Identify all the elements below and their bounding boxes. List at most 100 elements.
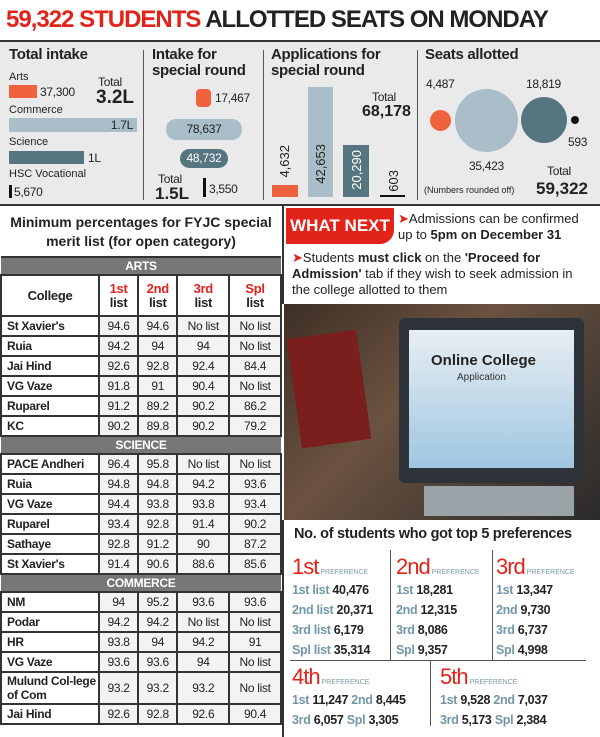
commerce-pill: 78,637 <box>166 119 242 140</box>
list-header: 1st list <box>97 274 140 317</box>
arts-value: 37,300 <box>40 85 75 99</box>
pref-line: 3rd 8,086 <box>396 623 448 637</box>
cell: 91.2 <box>137 533 179 555</box>
cell: 93.4 <box>97 513 140 535</box>
app-total-label: Total <box>372 90 396 104</box>
cell: 91.4 <box>176 513 231 535</box>
table-row: Sathaye 92.8 91.2 90 87.2 <box>0 533 282 555</box>
preference-label: PREFERENCE <box>321 679 370 686</box>
college-name: Mulund Col-lege of Com <box>0 671 100 705</box>
cell: No list <box>228 611 282 633</box>
science-value: 1L <box>88 151 101 165</box>
cell: 90 <box>176 533 231 555</box>
commerce-seats-value: 35,423 <box>469 159 504 173</box>
pref-line: 1st 13,347 <box>496 583 553 597</box>
screen-subtitle: Application <box>457 372 506 383</box>
seats-total-label: Total <box>547 164 571 178</box>
divider <box>290 660 586 661</box>
cell: 93.2 <box>137 671 179 705</box>
table-title: Minimum percentages for FYJC special mer… <box>10 214 272 249</box>
pref-line: 3rd 6,057 Spl 3,305 <box>292 713 399 727</box>
table-row: VG Vaze 91.8 91 90.4 No list <box>0 375 282 397</box>
cell: 95.2 <box>137 591 179 613</box>
preference-group: 2nd PREFERENCE 1st 18,281 2nd 12,315 3rd 8,0… <box>396 554 480 660</box>
college-name: VG Vaze <box>0 375 100 397</box>
preference-group: 4th PREFERENCE 1st 11,247 2nd 8,445 3rd 6,… <box>292 664 406 730</box>
table-row: Podar 94.2 94.2 No list No list <box>0 611 282 633</box>
pref-line: 1st list 40,476 <box>292 583 369 597</box>
cell: 84.4 <box>228 355 282 377</box>
commerce-seats-bubble <box>455 89 518 152</box>
preference-number: 5th <box>440 664 469 689</box>
pref-line: 2nd list 20,371 <box>292 603 373 617</box>
vocational-app-value: 603 <box>386 170 401 192</box>
cell: 91 <box>228 631 282 653</box>
science-app-value: 20,290 <box>349 150 364 190</box>
cell: No list <box>176 453 231 475</box>
cell: 95.8 <box>137 453 179 475</box>
section-header: COMMERCE <box>1 573 281 593</box>
table-row: St Xavier's 94.6 94.6 No list No list <box>0 315 282 337</box>
table-row: Ruparel 93.4 92.8 91.4 90.2 <box>0 513 282 535</box>
pref-line: 3rd list 6,179 <box>292 623 364 637</box>
pref-line: 1st 11,247 2nd 8,445 <box>292 693 406 707</box>
what-next-badge: WHAT NEXT <box>286 208 394 244</box>
divider <box>263 50 264 200</box>
cell: 94 <box>137 631 179 653</box>
arrow-icon: ➤ <box>292 250 303 265</box>
vocational-value: 5,670 <box>14 185 43 199</box>
cell: 91.4 <box>97 553 140 575</box>
cell: 94 <box>97 591 140 613</box>
table-row: NM 94 95.2 93.6 93.6 <box>0 591 282 613</box>
headline: 59,322 STUDENTS ALLOTTED SEATS ON MONDAY <box>6 6 549 33</box>
screen-title: Online College <box>431 352 537 369</box>
preference-number: 3rd <box>496 554 526 579</box>
laptop-screen: Online College Application <box>409 330 574 468</box>
college-name: Ruia <box>0 335 100 357</box>
commerce-app-value: 42,653 <box>313 144 328 184</box>
cell: 90.2 <box>228 513 282 535</box>
cell: 94.8 <box>97 473 140 495</box>
cell: 92.8 <box>137 703 179 725</box>
divider <box>492 550 493 660</box>
cell: 85.6 <box>228 553 282 575</box>
cell: 94 <box>137 335 179 357</box>
cell: 90.6 <box>137 553 179 575</box>
rounded-note: (Numbers rounded off) <box>424 185 515 195</box>
college-header: College <box>0 274 100 317</box>
divider <box>417 50 418 200</box>
table-row: Jai Hind 92.6 92.8 92.4 84.4 <box>0 355 282 377</box>
cell: 87.2 <box>228 533 282 555</box>
arts-pill <box>196 89 211 107</box>
table-row: Ruia 94.2 94 94 No list <box>0 335 282 357</box>
laptop-image: Online College Application <box>399 318 584 483</box>
cell: 94.4 <box>97 493 140 515</box>
special-total-value: 1.5L <box>155 184 190 203</box>
cell: No list <box>228 651 282 673</box>
cell: No list <box>176 611 231 633</box>
college-name: VG Vaze <box>0 651 100 673</box>
table-row: VG Vaze 94.4 93.8 93.8 93.4 <box>0 493 282 515</box>
section-label: SCIENCE <box>1 435 281 455</box>
preference-number: 1st <box>292 554 319 579</box>
divider <box>390 550 391 660</box>
special-intake-title: Intake for special round <box>152 46 246 79</box>
applications-title: Applications for special round <box>271 46 381 79</box>
college-name: Jai Hind <box>0 703 100 725</box>
section-label: ARTS <box>1 256 281 276</box>
list-header: 3rd list <box>176 274 231 317</box>
table-row: PACE Andheri 96.4 95.8 No list No list <box>0 453 282 475</box>
cell: 93.6 <box>97 651 140 673</box>
cell: 92.8 <box>137 355 179 377</box>
cell: 94.6 <box>137 315 179 337</box>
cell: 93.6 <box>228 473 282 495</box>
preference-label: PREFERENCE <box>526 569 575 576</box>
table-header-row: College 1st list 2nd list 3rd list Spl list <box>0 274 282 317</box>
science-seats-value: 18,819 <box>526 77 561 91</box>
cell: 92.8 <box>97 533 140 555</box>
table-row: KC 90.2 89.8 90.2 79.2 <box>0 415 282 437</box>
table-row: St Xavier's 91.4 90.6 88.6 85.6 <box>0 553 282 575</box>
table-row: Ruia 94.8 94.8 94.2 93.6 <box>0 473 282 495</box>
preference-group: 1st PREFERENCE 1st list 40,476 2nd list 20,… <box>292 554 373 660</box>
section-label: COMMERCE <box>1 573 281 593</box>
